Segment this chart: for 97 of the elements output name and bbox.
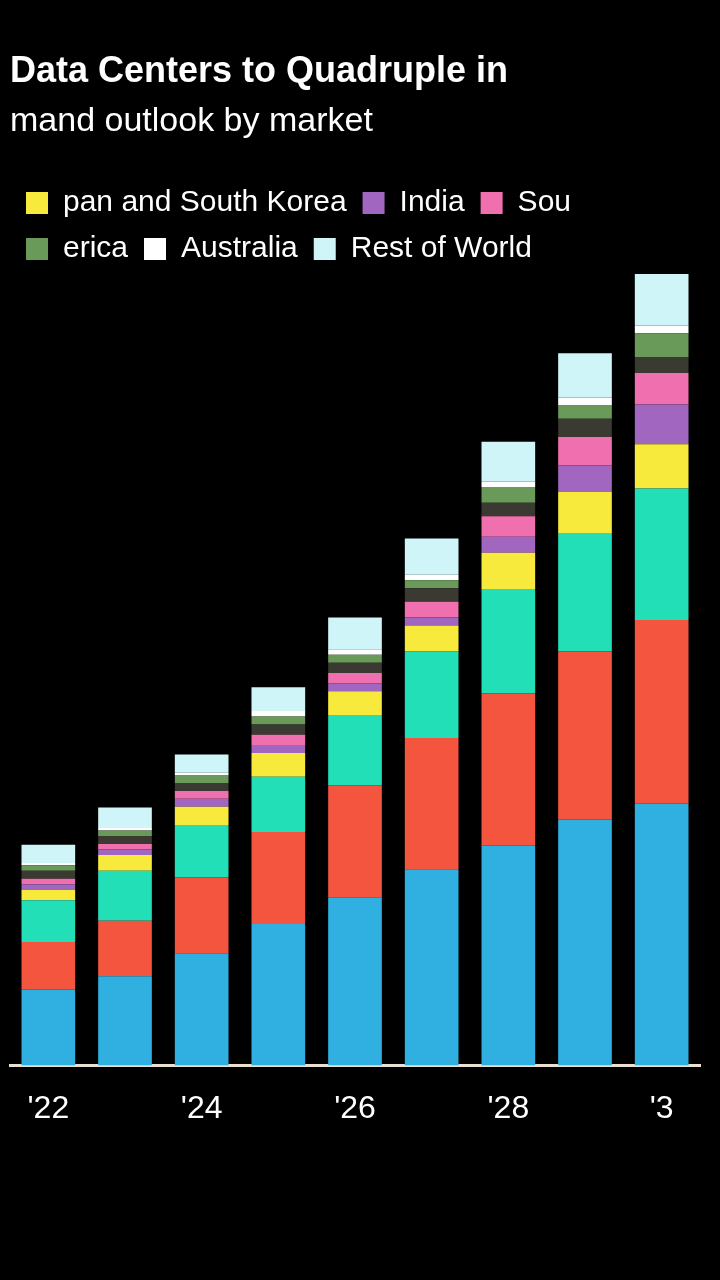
bar [634,488,689,620]
bar [328,785,382,898]
bar [251,724,306,735]
bar [251,923,306,1066]
bar [174,790,229,799]
legend-label: pan and South Korea [63,184,347,218]
bar [98,836,152,844]
legend-label: Australia [181,230,299,264]
bar [404,580,459,589]
bar [98,855,152,871]
bar [98,830,152,837]
legend-label: erica [63,230,129,264]
bar [558,405,612,419]
bar [481,441,536,482]
x-tick-label: '24 [180,1088,223,1125]
bar [481,516,536,537]
bar [21,942,76,990]
bar [98,870,152,921]
x-tick-label: '22 [27,1088,70,1125]
bar [21,900,76,943]
bar [328,649,382,655]
bar [481,502,536,517]
bar [558,465,612,492]
bar [634,619,689,804]
bar [251,745,306,753]
bar [328,691,382,715]
bar [558,353,612,398]
legend-label: India [399,184,465,218]
bar [404,588,459,602]
bar [634,325,689,334]
bar [21,844,76,863]
bar [21,884,76,890]
bar [558,397,612,406]
bar [174,783,229,791]
bar [21,989,76,1066]
bar [634,357,689,373]
bar [481,536,536,553]
bar [634,444,689,489]
bar [558,819,612,1066]
legend-label: Sou [517,184,572,218]
bar [481,486,536,503]
bar [404,737,459,870]
bar [98,843,152,850]
bar [174,877,229,954]
chart-title: Data Centers to Quadruple in [10,48,509,90]
bar [328,714,382,786]
bar [481,481,536,487]
bar [174,754,229,773]
bar [251,776,306,833]
bar [634,274,689,326]
bar [558,491,612,534]
bar [174,953,229,1066]
bar [634,372,689,405]
bar [404,574,459,581]
bar [404,601,459,618]
bar [251,710,306,717]
bar [328,654,382,663]
bar [98,849,152,856]
bar [481,552,536,590]
bar [558,437,612,466]
bar [328,683,382,692]
legend-label: Rest of World [350,230,532,264]
bar [328,672,382,684]
bar [404,625,459,652]
bar [404,538,459,575]
chart-subtitle: mand outlook by market [10,99,374,138]
bar [98,976,152,1066]
bar [98,807,152,829]
x-tick-label: '28 [487,1088,530,1125]
bar [481,845,536,1066]
bar [251,687,306,711]
bar [404,651,459,738]
bar [634,333,689,358]
bar [481,589,536,694]
bar [404,869,459,1066]
x-tick-label: '3 [649,1088,674,1125]
bar [328,662,382,673]
bar [174,824,229,878]
bar [251,832,306,924]
bar [21,870,76,879]
bar [174,775,229,783]
bar [174,798,229,807]
bar [481,693,536,846]
bar [558,651,612,820]
bar [558,418,612,438]
bar [98,920,152,977]
bar [558,533,612,652]
bar [328,897,382,1066]
bar [251,734,306,745]
bar [634,404,689,445]
bar [251,752,306,777]
bar [21,865,76,871]
bar [634,803,689,1066]
bar [328,617,382,650]
bar [174,806,229,825]
x-tick-label: '26 [334,1088,376,1125]
bar [21,889,76,901]
